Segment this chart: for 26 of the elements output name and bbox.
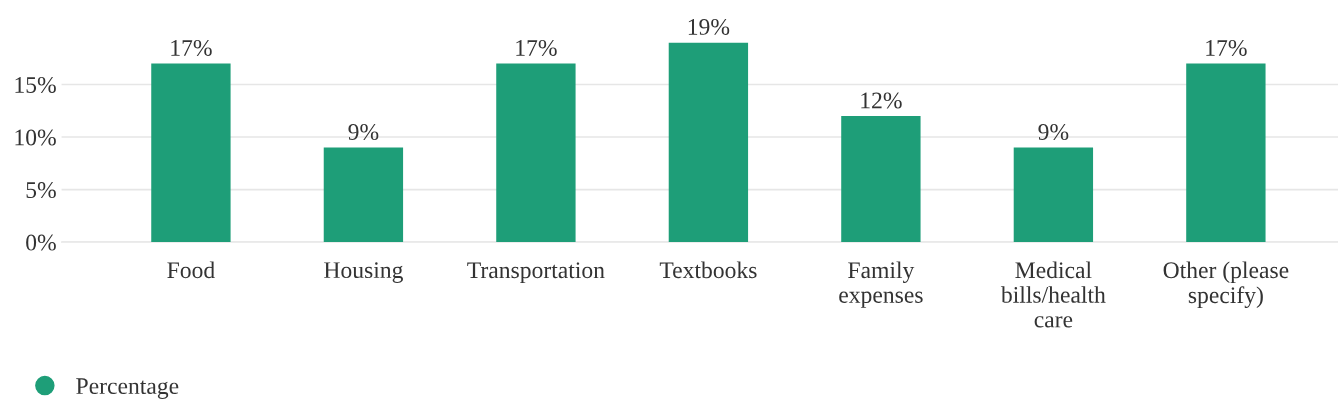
data-label: 17%: [171, 39, 212, 56]
y-tick-label: 5%: [26, 182, 56, 199]
bar: [1013, 147, 1094, 243]
data-label: 17%: [516, 39, 557, 56]
x-tick-label: Housing: [324, 262, 403, 283]
data-label: 17%: [1206, 39, 1247, 56]
bar: [496, 63, 576, 243]
x-tick-label: Textbooks: [659, 261, 757, 279]
x-tick-label: Other (please specify): [1163, 261, 1289, 309]
y-tick-label: 10%: [15, 129, 56, 146]
bar: [1186, 63, 1266, 243]
data-label: 9%: [348, 124, 379, 141]
bar: [668, 42, 749, 243]
x-tick-label: Food: [167, 261, 215, 279]
bar: [841, 116, 921, 243]
bar: [323, 147, 404, 243]
bar: [151, 63, 231, 243]
y-tick-label: 15%: [15, 76, 56, 93]
data-label: 19%: [688, 18, 730, 35]
y-tick-label: 0%: [26, 234, 56, 251]
x-tick-label: Transportation: [467, 262, 605, 283]
data-label: 9%: [1038, 124, 1069, 141]
x-tick-label: Family expenses: [839, 261, 923, 308]
legend-label: Percentage: [76, 378, 179, 399]
data-label: 12%: [861, 92, 902, 109]
x-tick-label: Medical bills/health care: [1000, 261, 1106, 328]
